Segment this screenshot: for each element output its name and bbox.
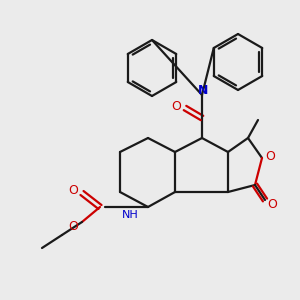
Text: NH: NH xyxy=(122,210,138,220)
Text: O: O xyxy=(265,149,275,163)
Text: N: N xyxy=(198,83,208,97)
Text: O: O xyxy=(171,100,181,112)
Text: O: O xyxy=(68,184,78,196)
Text: O: O xyxy=(267,199,277,212)
Text: O: O xyxy=(68,220,78,232)
